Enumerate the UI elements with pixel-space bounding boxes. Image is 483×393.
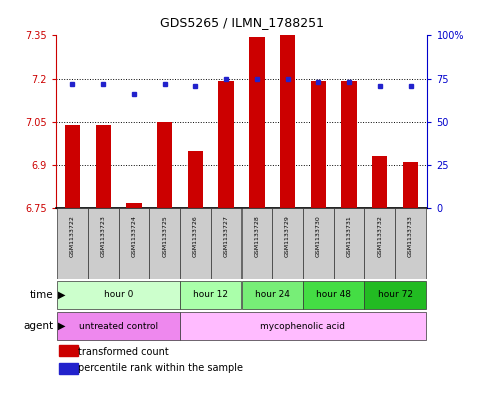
Bar	[180, 208, 211, 279]
Text: GSM1133726: GSM1133726	[193, 215, 198, 257]
Text: hour 72: hour 72	[378, 290, 412, 299]
Bar	[365, 281, 426, 309]
Bar	[311, 81, 326, 208]
Bar	[211, 208, 242, 279]
Text: GSM1133731: GSM1133731	[347, 215, 352, 257]
Bar	[59, 363, 78, 374]
Text: GSM1133732: GSM1133732	[377, 215, 383, 257]
Text: mycophenolic acid: mycophenolic acid	[260, 322, 345, 331]
Bar	[57, 208, 88, 279]
Bar	[180, 281, 242, 309]
Bar	[149, 208, 180, 279]
Text: hour 48: hour 48	[316, 290, 351, 299]
Bar	[88, 208, 118, 279]
Text: GSM1133727: GSM1133727	[224, 215, 228, 257]
Bar	[303, 208, 334, 279]
Text: percentile rank within the sample: percentile rank within the sample	[78, 364, 243, 373]
Text: GSM1133725: GSM1133725	[162, 215, 167, 257]
Text: GSM1133722: GSM1133722	[70, 215, 75, 257]
Bar	[280, 35, 295, 208]
Bar	[372, 156, 387, 208]
Text: transformed count: transformed count	[78, 347, 169, 357]
Text: hour 12: hour 12	[193, 290, 228, 299]
Bar	[218, 81, 234, 208]
Bar	[249, 37, 265, 208]
Bar	[341, 81, 357, 208]
Text: GDS5265 / ILMN_1788251: GDS5265 / ILMN_1788251	[159, 16, 324, 29]
Text: time: time	[29, 290, 53, 300]
Text: ▶: ▶	[58, 290, 66, 300]
Bar	[59, 345, 78, 356]
Bar	[242, 208, 272, 279]
Text: GSM1133723: GSM1133723	[100, 215, 106, 257]
Bar	[272, 208, 303, 279]
Bar	[118, 208, 149, 279]
Text: GSM1133729: GSM1133729	[285, 215, 290, 257]
Text: GSM1133730: GSM1133730	[316, 215, 321, 257]
Bar	[57, 281, 180, 309]
Text: GSM1133724: GSM1133724	[131, 215, 136, 257]
Bar	[65, 125, 80, 208]
Text: ▶: ▶	[58, 321, 66, 331]
Text: untreated control: untreated control	[79, 322, 158, 331]
Text: hour 0: hour 0	[104, 290, 133, 299]
Bar	[57, 312, 180, 340]
Bar	[303, 281, 365, 309]
Bar	[157, 122, 172, 208]
Bar	[96, 125, 111, 208]
Text: hour 24: hour 24	[255, 290, 290, 299]
Bar	[180, 312, 426, 340]
Bar	[395, 208, 426, 279]
Text: agent: agent	[23, 321, 53, 331]
Bar	[334, 208, 365, 279]
Bar	[365, 208, 395, 279]
Bar	[403, 162, 418, 208]
Text: GSM1133728: GSM1133728	[255, 215, 259, 257]
Text: GSM1133733: GSM1133733	[408, 215, 413, 257]
Bar	[126, 202, 142, 208]
Bar	[242, 281, 303, 309]
Bar	[188, 151, 203, 208]
